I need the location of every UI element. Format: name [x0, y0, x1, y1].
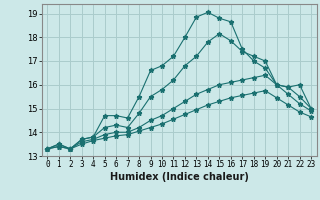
X-axis label: Humidex (Indice chaleur): Humidex (Indice chaleur): [110, 172, 249, 182]
